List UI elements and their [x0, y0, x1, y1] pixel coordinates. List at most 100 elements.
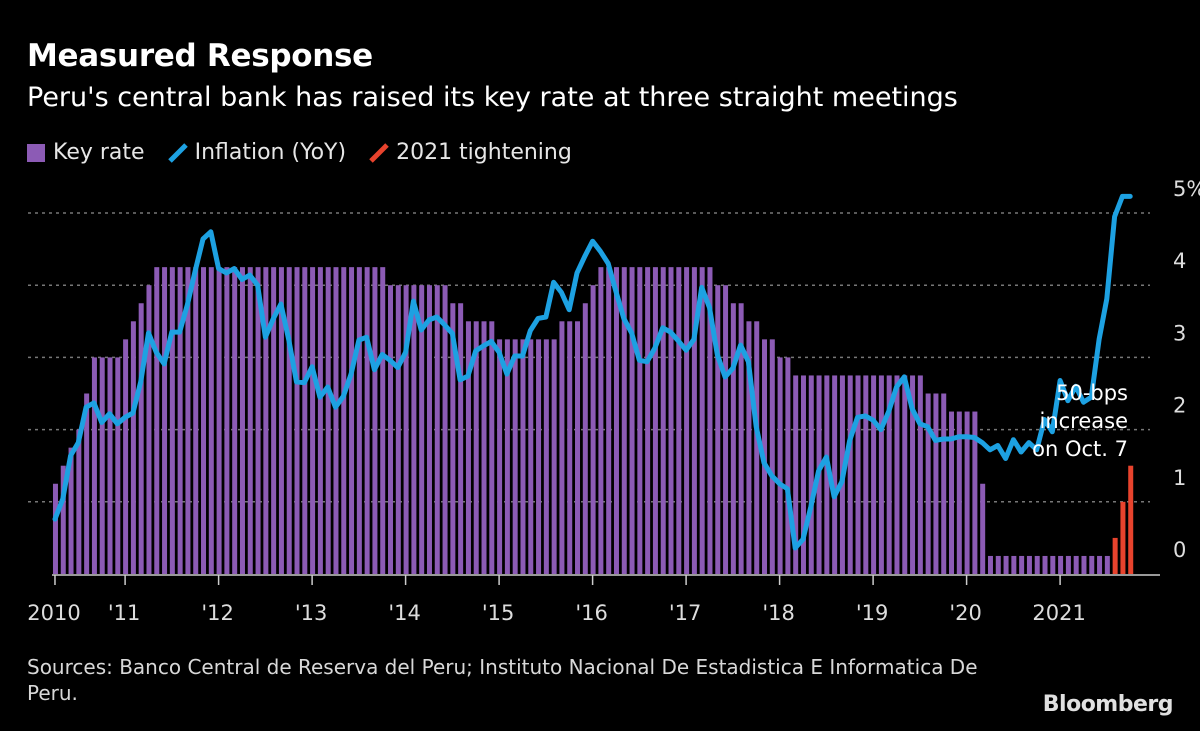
bar-2021-tightening: [1128, 465, 1134, 574]
sources-note: Sources: Banco Central de Reserva del Pe…: [27, 655, 978, 705]
bar-key-rate: [450, 303, 456, 574]
bar-key-rate: [878, 375, 884, 574]
bar-key-rate: [567, 321, 573, 574]
bar-key-rate: [941, 393, 947, 574]
bar-key-rate: [115, 357, 121, 574]
bar-key-rate: [497, 339, 503, 574]
inflation-line: [52, 193, 1133, 551]
bar-key-rate: [411, 285, 417, 574]
bar-key-rate: [832, 375, 838, 574]
bar-key-rate: [1011, 555, 1017, 574]
y-tick-label: 2: [1173, 394, 1186, 418]
bar-key-rate: [715, 285, 721, 574]
bar-key-rate: [201, 267, 207, 574]
bar-key-rate: [785, 357, 791, 574]
bar-key-rate: [691, 267, 697, 574]
bar-key-rate: [598, 267, 604, 574]
bar-key-rate: [621, 267, 627, 574]
x-tick-label: '11: [108, 601, 141, 625]
bar-key-rate: [473, 321, 479, 574]
bar-key-rate: [652, 267, 658, 574]
bar-key-rate: [987, 555, 993, 574]
bar-key-rate: [380, 267, 386, 574]
bar-key-rate: [590, 285, 596, 574]
bar-key-rate: [902, 375, 908, 574]
bar-key-rate: [676, 267, 682, 574]
bar-key-rate: [613, 267, 619, 574]
bar-key-rate: [528, 339, 534, 574]
bar-key-rate: [847, 375, 853, 574]
bar-key-rate: [426, 285, 432, 574]
bar-key-rate: [504, 339, 510, 574]
bar-key-rate: [216, 267, 222, 574]
legend-label: 2021 tightening: [396, 140, 572, 165]
bar-key-rate: [247, 267, 253, 574]
bar-2021-tightening: [1120, 501, 1126, 574]
bar-key-rate: [980, 483, 986, 574]
bar-2021-tightening: [1112, 537, 1118, 574]
legend-label: Inflation (YoY): [194, 140, 347, 165]
bar-key-rate: [356, 267, 362, 574]
bar-key-rate: [543, 339, 549, 574]
x-tick-label: '20: [949, 601, 982, 625]
bar-key-rate: [317, 267, 323, 574]
bar-key-rate: [465, 321, 471, 574]
bar-key-rate: [395, 285, 401, 574]
bar-key-rate: [60, 465, 66, 574]
bar-key-rate: [1081, 555, 1087, 574]
bar-key-rate: [294, 267, 300, 574]
bar-key-rate: [1065, 555, 1071, 574]
bar-key-rate: [372, 267, 378, 574]
bar-key-rate: [769, 339, 775, 574]
bar-key-rate: [645, 267, 651, 574]
bar-key-rate: [107, 357, 113, 574]
bar-key-rate: [793, 375, 799, 574]
x-tick-label: '15: [482, 601, 515, 625]
bar-key-rate: [271, 267, 277, 574]
bar-key-rate: [99, 357, 105, 574]
bar-key-rate: [123, 339, 129, 574]
bloomberg-logo: Bloomberg: [1042, 692, 1174, 717]
bar-key-rate: [278, 267, 284, 574]
legend-swatch-key-rate: [27, 143, 45, 162]
bar-key-rate: [1042, 555, 1048, 574]
bar-key-rate: [364, 267, 370, 574]
bar-key-rate: [512, 339, 518, 574]
bar-key-rate: [263, 267, 269, 574]
bar-key-rate: [707, 267, 713, 574]
annotation-text: on Oct. 7: [1032, 437, 1128, 461]
bar-key-rate: [1026, 555, 1032, 574]
bar-key-rate: [730, 303, 736, 574]
bar-key-rate: [910, 375, 916, 574]
bar-key-rate: [995, 555, 1001, 574]
legend-label: Key rate: [53, 140, 145, 165]
x-tick-label: '12: [201, 601, 234, 625]
bar-key-rate: [637, 267, 643, 574]
bar-key-rate: [68, 447, 74, 574]
bar-key-rate: [824, 375, 830, 574]
bar-key-rate: [1058, 555, 1064, 574]
legend-item-key-rate: Key rate: [27, 140, 145, 165]
bar-key-rate: [723, 285, 729, 574]
bar-key-rate: [582, 303, 588, 574]
bar-key-rate: [91, 357, 97, 574]
bar-key-rate: [349, 267, 355, 574]
bar-key-rate: [606, 267, 612, 574]
bar-key-rate: [699, 267, 705, 574]
bar-key-rate: [333, 267, 339, 574]
bar-key-rate: [388, 285, 394, 574]
bar-key-rate: [800, 375, 806, 574]
annotation-text: 50-bps: [1056, 381, 1128, 405]
bar-key-rate: [255, 267, 261, 574]
y-tick-label: 0: [1173, 538, 1186, 562]
bar-key-rate: [777, 357, 783, 574]
bar-key-rate: [925, 393, 931, 574]
x-tick-label: 2021: [1032, 601, 1085, 625]
legend-swatch-tightening: [369, 142, 389, 163]
bar-key-rate: [684, 267, 690, 574]
bar-key-rate: [855, 375, 861, 574]
bar-key-rate: [808, 375, 814, 574]
legend-item-tightening: 2021 tightening: [368, 140, 572, 165]
bar-key-rate: [286, 267, 292, 574]
x-tick-label: '14: [388, 601, 421, 625]
